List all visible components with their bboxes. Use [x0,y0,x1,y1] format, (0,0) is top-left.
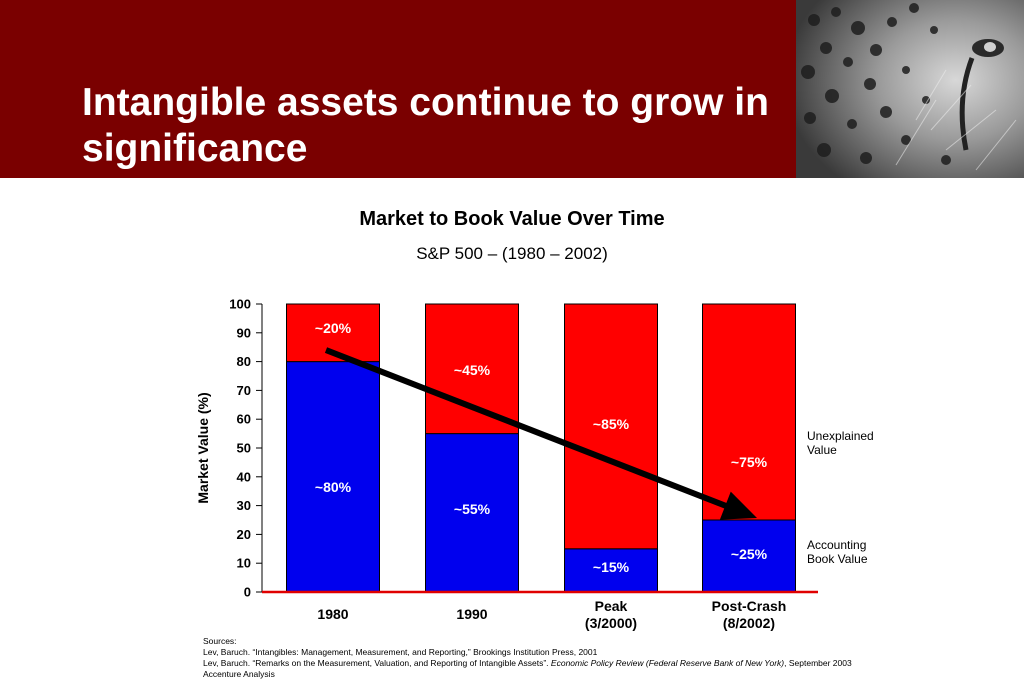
source-line-2: Lev, Baruch. “Remarks on the Measurement… [203,658,1003,669]
data-label-unexplained: ~20% [315,320,352,336]
y-tick-label: 70 [237,383,251,398]
x-category-label: (8/2002) [723,615,775,631]
source-line-2-suffix: , September 2003 [784,658,852,668]
data-label-unexplained: ~45% [454,362,491,378]
title-banner: Intangible assets continue to grow in si… [0,0,796,178]
data-label-accounting: ~55% [454,501,491,517]
x-category-label: (3/2000) [585,615,637,631]
bar-accounting-book-value [286,361,380,593]
y-tick-label: 40 [237,469,251,484]
bar-unexplained-value [425,303,519,435]
trend-arrow-head [719,491,757,520]
data-label-unexplained: ~85% [593,416,630,432]
bar-accounting-book-value [702,519,796,593]
y-tick-label: 100 [229,297,251,312]
data-label-unexplained: ~75% [731,454,768,470]
chart-title: Market to Book Value Over Time [359,208,665,230]
sources-note: Sources: Lev, Baruch. “Intangibles: Mana… [203,636,1003,680]
legend-entry: Book Value [807,552,868,566]
source-journal-title: Economic Policy Review (Federal Reserve … [550,658,785,668]
legend-entry: Value [807,443,837,457]
y-tick-label: 10 [237,556,251,571]
bar-accounting-book-value [425,433,519,593]
y-tick-label: 50 [237,441,251,456]
slide-title: Intangible assets continue to grow in si… [82,81,769,170]
legend-entry: Unexplained [807,429,874,443]
sources-heading: Sources: [203,636,237,646]
trend-arrow-shaft [324,347,731,510]
source-line: Accenture Analysis [203,669,275,679]
x-category-label: 1980 [317,606,348,622]
y-tick-label: 30 [237,498,251,513]
y-tick-label: 80 [237,354,251,369]
bar-unexplained-value [702,303,796,521]
source-line: Lev, Baruch. “Intangibles: Management, M… [203,647,598,657]
y-tick-label: 0 [244,585,251,600]
y-tick-label: 60 [237,412,251,427]
data-label-accounting: ~25% [731,546,768,562]
data-label-accounting: ~15% [593,559,630,575]
y-tick-label: 20 [237,527,251,542]
x-category-label: 1990 [456,606,487,622]
y-tick-label: 90 [237,325,251,340]
data-label-accounting: ~80% [315,479,352,495]
x-category-label: Post-Crash [712,598,787,614]
legend-entry: Accounting [807,538,866,552]
bar-unexplained-value [564,303,658,550]
cheetah-photo [796,0,1024,178]
cheetah-image [796,0,1024,178]
y-axis-label: Market Value (%) [195,392,211,503]
x-category-label: Peak [595,598,628,614]
source-line-2-prefix: Lev, Baruch. “Remarks on the Measurement… [203,658,549,668]
chart-subtitle: S&P 500 – (1980 – 2002) [416,244,608,263]
